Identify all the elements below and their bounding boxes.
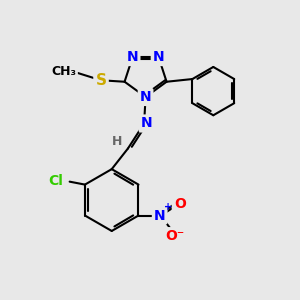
Text: N: N	[127, 50, 138, 64]
Text: CH₃: CH₃	[51, 65, 76, 78]
Text: N: N	[140, 90, 152, 104]
Text: O⁻: O⁻	[166, 229, 185, 243]
Text: +: +	[164, 202, 172, 212]
Text: O: O	[174, 197, 186, 211]
Text: N: N	[154, 208, 166, 223]
Text: S: S	[95, 73, 106, 88]
Text: H: H	[112, 135, 122, 148]
Text: N: N	[153, 50, 164, 64]
Text: N: N	[141, 116, 152, 130]
Text: Cl: Cl	[48, 174, 63, 188]
